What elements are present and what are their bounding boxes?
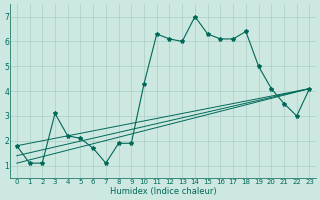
- X-axis label: Humidex (Indice chaleur): Humidex (Indice chaleur): [110, 187, 216, 196]
